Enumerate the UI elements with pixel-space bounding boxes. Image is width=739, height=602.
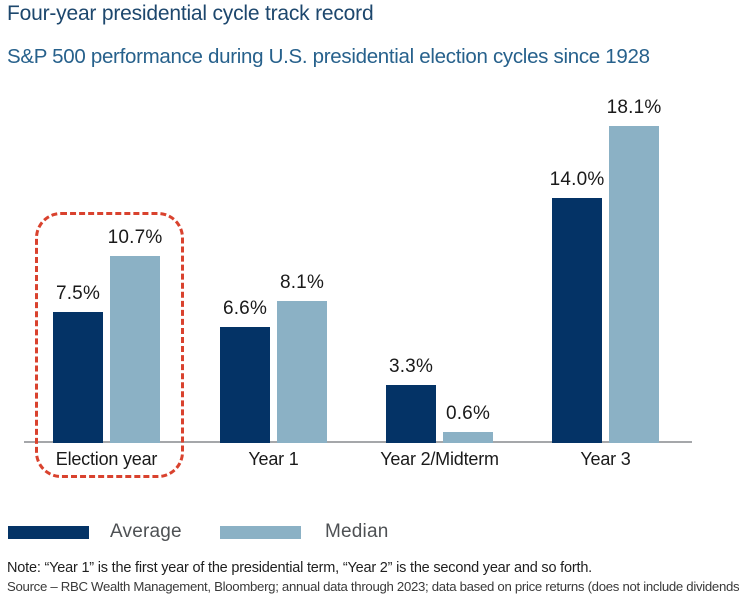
bar-median [443, 432, 493, 443]
category-label: Year 1 [248, 449, 299, 469]
bar-average [552, 198, 602, 443]
bar-value-label: 6.6% [222, 298, 268, 319]
bar-column: 7.5% [53, 283, 103, 443]
bar-group: 7.5% 10.7% [53, 227, 163, 443]
bar-value-label: 14.0% [549, 169, 605, 190]
bar-column: 3.3% [386, 356, 436, 443]
chart-subtitle: S&P 500 performance during U.S. presiden… [7, 45, 650, 68]
bar-column: 10.7% [107, 227, 163, 443]
legend-swatch-average [8, 526, 89, 539]
category-label: Year 3 [580, 449, 631, 469]
bar-group: 14.0% 18.1% [549, 97, 662, 443]
bar-column: 14.0% [549, 169, 605, 443]
plot-area: 7.5% 10.7% 6.6% 8.1% 3.3% 0.6% 14.0% 18.1% [24, 97, 692, 443]
bar-value-label: 10.7% [107, 227, 163, 248]
bar-average [220, 327, 270, 443]
legend-swatch-median [220, 526, 301, 539]
bar-column: 18.1% [606, 97, 662, 443]
bar-value-label: 8.1% [279, 272, 325, 293]
note-text: Note: “Year 1” is the first year of the … [7, 560, 593, 576]
bar-column: 8.1% [277, 272, 327, 443]
bar-median [609, 126, 659, 443]
bar-value-label: 7.5% [55, 283, 101, 304]
bar-median [277, 301, 327, 443]
bar-median [110, 256, 160, 443]
bar-group: 3.3% 0.6% [386, 356, 493, 443]
x-axis-labels: Election year Year 1 Year 2/Midterm Year 3 [0, 449, 739, 473]
bar-column: 6.6% [220, 298, 270, 443]
category-label: Election year [55, 449, 158, 469]
legend-label-median: Median [325, 521, 389, 542]
category-label: Year 2/Midterm [380, 449, 499, 469]
bar-value-label: 18.1% [606, 97, 662, 118]
chart-title: Four-year presidential cycle track recor… [7, 2, 374, 25]
bar-average [386, 385, 436, 443]
x-axis-line [24, 441, 692, 443]
bar-group: 6.6% 8.1% [220, 272, 327, 443]
legend-label-average: Average [110, 521, 182, 542]
bar-value-label: 3.3% [388, 356, 434, 377]
bar-average [53, 312, 103, 443]
source-text: Source – RBC Wealth Management, Bloomber… [7, 579, 739, 594]
bar-value-label: 0.6% [445, 403, 491, 424]
bar-column: 0.6% [443, 403, 493, 443]
